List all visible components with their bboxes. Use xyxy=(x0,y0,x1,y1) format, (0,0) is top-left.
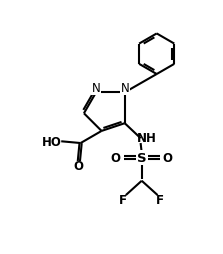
Text: F: F xyxy=(119,193,127,206)
Text: N: N xyxy=(92,82,100,94)
Text: O: O xyxy=(74,160,84,173)
Text: NH: NH xyxy=(137,132,157,145)
Text: F: F xyxy=(156,193,164,206)
Text: N: N xyxy=(121,82,130,94)
Text: HO: HO xyxy=(42,135,62,148)
Text: O: O xyxy=(111,151,121,164)
Text: O: O xyxy=(163,151,173,164)
Text: S: S xyxy=(137,151,147,164)
